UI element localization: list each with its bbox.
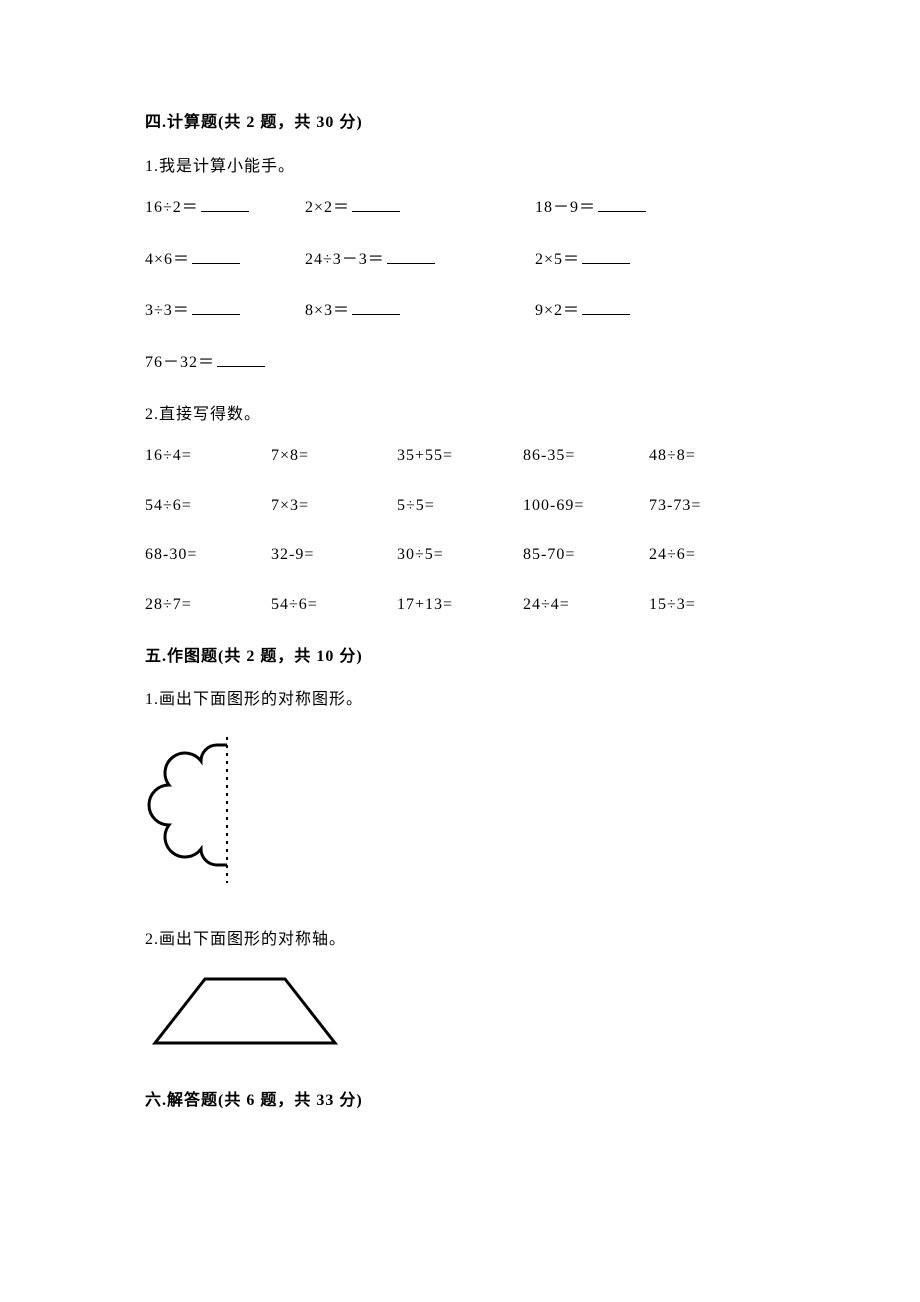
- calc-cell: 18－9＝: [535, 195, 775, 221]
- expr: 8×3＝: [305, 302, 350, 319]
- expr: 16÷2＝: [145, 199, 199, 216]
- symmetry-half-figure: [145, 731, 775, 898]
- calc-cell: 15÷3=: [649, 592, 775, 618]
- trapezoid-outline: [155, 979, 335, 1043]
- s5-q1-stem: 1.画出下面图形的对称图形。: [145, 687, 775, 713]
- calc-cell: 24÷6=: [649, 542, 775, 568]
- expr: 9×2＝: [535, 302, 580, 319]
- answer-blank[interactable]: [582, 249, 630, 263]
- calc-cell: 9×2＝: [535, 298, 775, 324]
- calc-cell: 73-73=: [649, 493, 775, 519]
- trapezoid-figure: [145, 971, 775, 1058]
- calc-cell: 8×3＝: [305, 298, 535, 324]
- answer-blank[interactable]: [352, 198, 400, 212]
- calc-cell: 24÷4=: [523, 592, 649, 618]
- calc-cell: 16÷2＝: [145, 195, 305, 221]
- calc-cell: 86-35=: [523, 443, 649, 469]
- calc-row: 68-30=32-9=30÷5=85-70=24÷6=: [145, 542, 775, 568]
- answer-blank[interactable]: [217, 353, 265, 367]
- section-5-header: 五.作图题(共 2 题，共 10 分): [145, 644, 775, 670]
- expr: 4×6＝: [145, 251, 190, 268]
- calc-cell: 2×5＝: [535, 247, 775, 273]
- s4-q1-rows: 16÷2＝ 2×2＝ 18－9＝ 4×6＝ 24÷3－3＝ 2×5＝ 3÷3＝ 8×3＝ 9×2…: [145, 195, 775, 324]
- calc-row: 54÷6=7×3=5÷5=100-69=73-73=: [145, 493, 775, 519]
- section-4-header: 四.计算题(共 2 题，共 30 分): [145, 110, 775, 136]
- calc-cell: 2×2＝: [305, 195, 535, 221]
- section-6-header: 六.解答题(共 6 题，共 33 分): [145, 1088, 775, 1114]
- answer-blank[interactable]: [192, 249, 240, 263]
- calc-cell: 85-70=: [523, 542, 649, 568]
- expr: 18－9＝: [535, 199, 596, 216]
- calc-cell: 54÷6=: [145, 493, 271, 519]
- s5-q2-stem: 2.画出下面图形的对称轴。: [145, 927, 775, 953]
- calc-cell: 48÷8=: [649, 443, 775, 469]
- calc-cell: 76－32＝: [145, 350, 305, 376]
- answer-blank[interactable]: [387, 249, 435, 263]
- s4-q2-stem: 2.直接写得数。: [145, 402, 775, 428]
- expr: 3÷3＝: [145, 302, 190, 319]
- calc-row: 3÷3＝ 8×3＝ 9×2＝: [145, 298, 775, 324]
- calc-row: 4×6＝ 24÷3－3＝ 2×5＝: [145, 247, 775, 273]
- calc-cell: 24÷3－3＝: [305, 247, 535, 273]
- s4-q1-stem: 1.我是计算小能手。: [145, 154, 775, 180]
- calc-row: 28÷7=54÷6=17+13=24÷4=15÷3=: [145, 592, 775, 618]
- calc-row: 16÷4=7×8=35+55=86-35=48÷8=: [145, 443, 775, 469]
- calc-cell: 32-9=: [271, 542, 397, 568]
- half-flower-outline: [149, 745, 227, 865]
- calc-cell: 16÷4=: [145, 443, 271, 469]
- calc-cell: 5÷5=: [397, 493, 523, 519]
- expr: 24÷3－3＝: [305, 251, 385, 268]
- answer-blank[interactable]: [598, 198, 646, 212]
- calc-cell: 30÷5=: [397, 542, 523, 568]
- expr: 2×5＝: [535, 251, 580, 268]
- calc-cell: 68-30=: [145, 542, 271, 568]
- calc-cell: 3÷3＝: [145, 298, 305, 324]
- answer-blank[interactable]: [582, 301, 630, 315]
- calc-cell: 4×6＝: [145, 247, 305, 273]
- answer-blank[interactable]: [352, 301, 400, 315]
- answer-blank[interactable]: [201, 198, 249, 212]
- expr: 2×2＝: [305, 199, 350, 216]
- s4-q2-rows: 16÷4=7×8=35+55=86-35=48÷8=54÷6=7×3=5÷5=1…: [145, 443, 775, 617]
- calc-cell: 54÷6=: [271, 592, 397, 618]
- calc-cell: 17+13=: [397, 592, 523, 618]
- calc-cell: 7×8=: [271, 443, 397, 469]
- s4-q1-last-row: 76－32＝: [145, 350, 775, 376]
- calc-cell: 100-69=: [523, 493, 649, 519]
- calc-cell: 28÷7=: [145, 592, 271, 618]
- answer-blank[interactable]: [192, 301, 240, 315]
- calc-cell: 35+55=: [397, 443, 523, 469]
- calc-cell: 7×3=: [271, 493, 397, 519]
- expr: 76－32＝: [145, 354, 215, 371]
- calc-row: 16÷2＝ 2×2＝ 18－9＝: [145, 195, 775, 221]
